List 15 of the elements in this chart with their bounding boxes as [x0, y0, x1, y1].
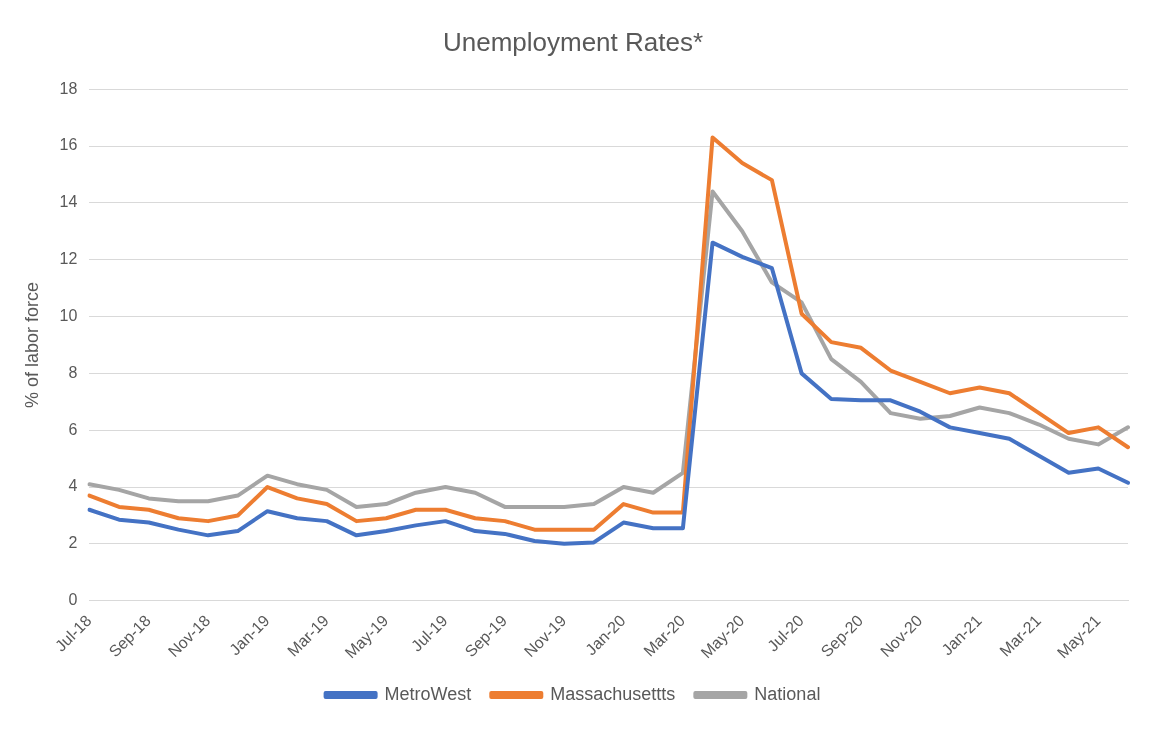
y-tick-label: 6: [68, 420, 78, 438]
y-tick-label: 10: [59, 306, 78, 324]
legend-label: Massachusettts: [550, 683, 676, 704]
legend-label: National: [754, 683, 821, 704]
y-tick-label: 2: [68, 534, 78, 552]
y-tick-label: 14: [59, 193, 78, 211]
y-tick-label: 4: [68, 477, 78, 495]
legend-label: MetroWest: [384, 683, 472, 704]
chart-title: Unemployment Rates*: [442, 26, 704, 57]
y-tick-label: 18: [59, 79, 78, 97]
y-tick-label: 0: [68, 591, 78, 609]
y-tick-label: 12: [59, 250, 78, 268]
y-tick-label: 8: [68, 363, 78, 381]
y-tick-label: 16: [59, 136, 78, 154]
y-axis-title: % of labor force: [21, 281, 42, 408]
